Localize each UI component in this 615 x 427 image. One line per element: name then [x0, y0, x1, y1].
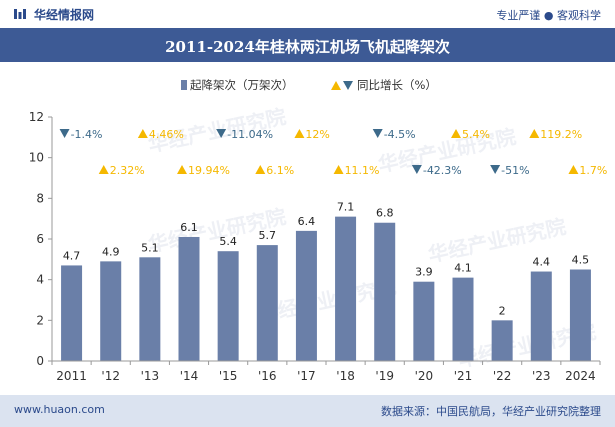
chart-legend: 起降架次（万架次） 同比增长（%） [181, 78, 437, 92]
x-tick-label: 2024 [565, 369, 596, 383]
growth-up-triangle-icon [177, 165, 187, 174]
growth-series: -1.4% 2.32% 4.46% 19.94% -11.04% 6.1% 12% 11.1%… [59, 128, 607, 177]
y-tick-label: 12 [29, 110, 44, 124]
growth-label: 11.1% [345, 164, 380, 177]
x-tick-label: '18 [336, 369, 355, 383]
bar [295, 230, 317, 361]
growth-label: -4.5% [384, 128, 416, 141]
bar-value-label: 7.1 [337, 201, 355, 214]
y-tick-label: 2 [36, 313, 44, 327]
bar-value-label: 6.4 [298, 215, 316, 228]
y-axis: 0 2 4 6 8 10 12 [29, 110, 53, 368]
brand-name: 华经情报网 [34, 8, 95, 22]
x-tick-label: '22 [493, 369, 512, 383]
growth-label: -51% [501, 164, 529, 177]
bar-value-label: 4.9 [102, 245, 120, 258]
growth-down-triangle-icon [490, 165, 501, 174]
x-tick-label: '14 [180, 369, 199, 383]
growth-label: 4.46% [149, 128, 184, 141]
bar [61, 265, 83, 361]
x-tick-label: '13 [141, 369, 160, 383]
growth-up-triangle-icon [568, 165, 579, 174]
top-bar: 华经情报网 专业严谨 ● 客观科学 [0, 0, 615, 28]
growth-label: 5.4% [462, 128, 490, 141]
x-tick-label: '21 [454, 369, 473, 383]
bar [256, 245, 278, 361]
growth-down-triangle-icon [59, 129, 70, 138]
bar-value-label: 4.5 [572, 254, 590, 267]
growth-up-triangle-icon [294, 129, 305, 138]
growth-down-triangle-icon [411, 165, 422, 174]
bar [452, 277, 474, 361]
bar-value-label: 5.7 [259, 229, 277, 242]
legend-up-triangle-icon [331, 81, 341, 90]
bar-value-label: 3.9 [415, 266, 433, 279]
brand-slogan: 专业严谨 ● 客观科学 [496, 9, 601, 22]
bar [374, 222, 396, 361]
bar-value-label: 4.1 [454, 262, 472, 275]
legend-swatch-bars [181, 80, 187, 90]
footer-bar: www.huaon.com 数据来源：中国民航局，华经产业研究院整理 [0, 395, 615, 427]
growth-label: 12% [305, 128, 329, 141]
bar-value-label: 5.1 [141, 241, 159, 254]
x-tick-label: '16 [258, 369, 277, 383]
x-tick-label: '17 [297, 369, 316, 383]
bar [217, 251, 239, 361]
footer-website[interactable]: www.huaon.com [14, 403, 105, 416]
growth-label: 119.2% [540, 128, 582, 141]
growth-up-triangle-icon [451, 129, 461, 138]
bar-value-label: 4.7 [63, 249, 81, 262]
bar [530, 271, 552, 361]
title-bar: 2011-2024年桂林两江机场飞机起降架次 [0, 28, 615, 62]
growth-up-triangle-icon [98, 165, 109, 174]
y-tick-label: 0 [36, 354, 44, 368]
x-tick-label: '20 [415, 369, 434, 383]
bar [139, 257, 161, 361]
growth-down-triangle-icon [216, 129, 227, 138]
growth-label: 1.7% [579, 164, 607, 177]
bar-value-label: 6.1 [180, 221, 198, 234]
bar [413, 281, 435, 361]
x-tick-label: '12 [101, 369, 120, 383]
bar-value-label: 5.4 [219, 235, 237, 248]
x-tick-label: 2011 [56, 369, 87, 383]
growth-label: -11.04% [227, 128, 273, 141]
growth-label: 2.32% [110, 164, 145, 177]
growth-label: 6.1% [266, 164, 294, 177]
bar [335, 216, 357, 361]
legend-down-triangle-icon [343, 81, 353, 90]
footer-source: 数据来源：中国民航局，华经产业研究院整理 [381, 405, 601, 418]
chart-title: 2011-2024年桂林两江机场飞机起降架次 [165, 38, 450, 56]
legend-label-growth: 同比增长（%） [357, 78, 437, 92]
growth-label: -1.4% [71, 128, 103, 141]
x-tick-label: '19 [375, 369, 394, 383]
y-tick-label: 4 [36, 273, 44, 287]
growth-up-triangle-icon [529, 129, 540, 138]
bar-value-label: 2 [499, 304, 506, 317]
brand-logo-icon [14, 9, 26, 19]
growth-up-triangle-icon [255, 165, 266, 174]
growth-label: -42.3% [423, 164, 462, 177]
bar [100, 261, 122, 361]
growth-down-triangle-icon [372, 129, 383, 138]
bar-series: 4.7 4.9 5.1 6.1 5.4 5.7 6.4 7.1 6.8 3.9 4.1 2 4.4 4.5 [61, 201, 591, 361]
bar-value-label: 6.8 [376, 207, 394, 220]
y-tick-label: 10 [29, 151, 44, 165]
growth-up-triangle-icon [333, 165, 344, 174]
bar [178, 236, 200, 361]
x-axis: 2011 '12 '13 '14 '15 '16 '17 '18 '19 '20 '21 '22 '23… [51, 360, 601, 383]
x-tick-label: '15 [219, 369, 238, 383]
growth-up-triangle-icon [137, 129, 148, 138]
legend-label-bars: 起降架次（万架次） [190, 78, 294, 92]
x-tick-label: '23 [532, 369, 551, 383]
bar [491, 320, 513, 361]
bar-value-label: 4.4 [533, 256, 551, 269]
y-tick-label: 8 [36, 191, 44, 205]
bar [569, 269, 591, 361]
growth-label: 19.94% [188, 164, 230, 177]
y-tick-label: 6 [36, 232, 44, 246]
